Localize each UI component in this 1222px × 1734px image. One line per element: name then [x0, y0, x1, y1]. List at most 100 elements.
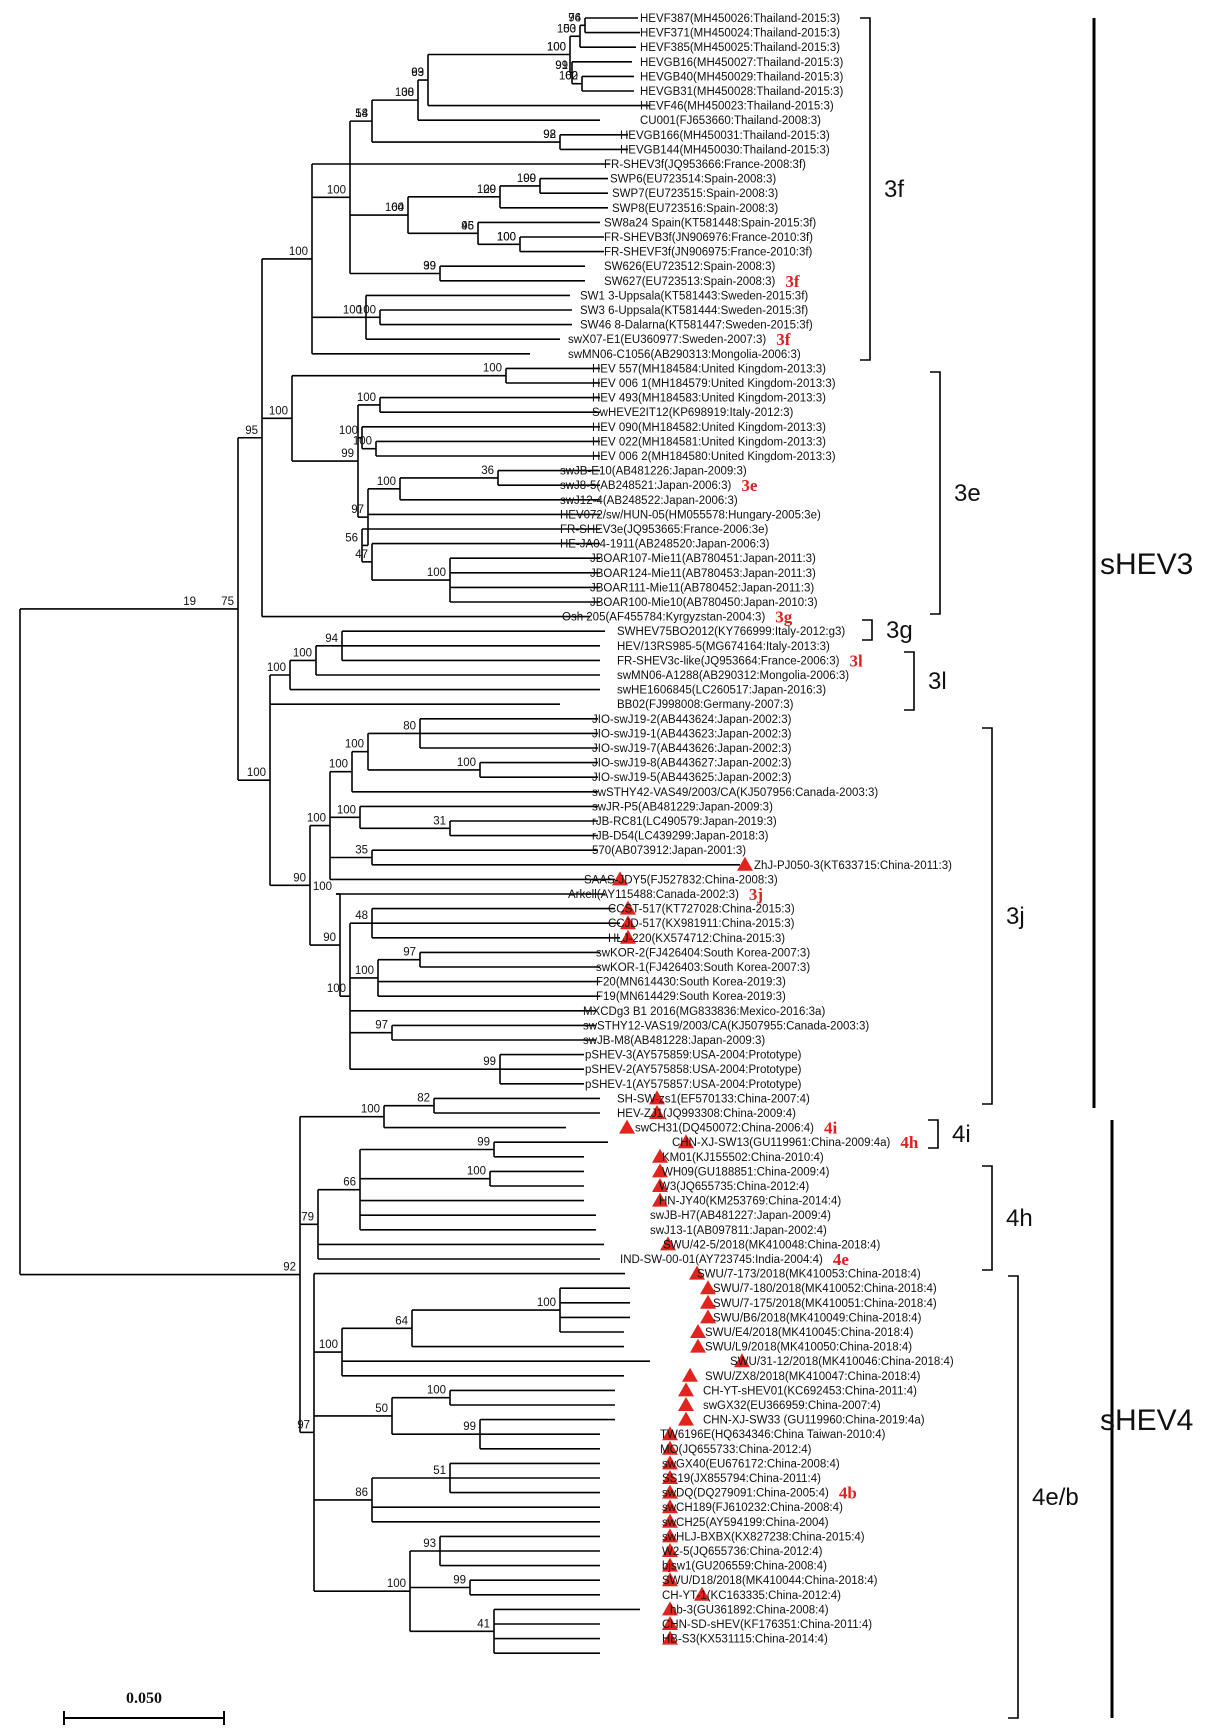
- subtype-tag: 3f: [776, 330, 791, 349]
- tip-label: HEV 006 2(MH184580:United Kingdom-2013:3…: [592, 451, 836, 463]
- bootstrap-value: 100: [357, 304, 376, 316]
- bootstrap-value: 75: [221, 596, 234, 608]
- triangle-marker: [662, 1513, 678, 1528]
- bootstrap-value: 100: [355, 965, 374, 977]
- bootstrap-value: 91: [555, 60, 568, 72]
- bootstrap-value: 74: [568, 12, 581, 24]
- bootstrap-value: 36: [481, 465, 494, 477]
- tip-label: JIO-swJ19-2(AB443624:Japan-2002:3): [592, 714, 792, 726]
- bootstrap-value: 93: [423, 1538, 436, 1550]
- tip-label: HEV-ZJ1(JQ993308:China-2009:4): [617, 1108, 796, 1120]
- bootstrap-value: 95: [245, 425, 258, 437]
- tip-label: pSHEV-2(AY575858:USA-2004:Prototype): [585, 1064, 802, 1076]
- bootstrap-value: 82: [417, 1093, 430, 1105]
- bootstrap-value: 100: [361, 1104, 380, 1116]
- bootstrap-value: 100: [329, 759, 348, 771]
- bootstrap-value: 100: [327, 184, 346, 196]
- triangle-marker: [662, 1528, 678, 1543]
- scale-bar: 0.050: [63, 1690, 225, 1725]
- bootstrap-value: 54: [355, 108, 368, 120]
- subtype-bracket: [928, 1119, 939, 1149]
- bootstrap-value: 39: [423, 261, 436, 273]
- subtype-bracket: [862, 619, 873, 641]
- tip-label: BB02(FJ998008:Germany-2007:3): [617, 699, 794, 711]
- bootstrap-value: 92: [543, 129, 556, 141]
- tip-label: JBOAR124-Mie11(AB780453:Japan-2011:3): [590, 568, 816, 580]
- tip-label: SH-SW-zs1(EF570133:China-2007:4): [617, 1093, 810, 1105]
- bootstrap-values: 9653629910099389818100100100961009910010…: [183, 12, 581, 1630]
- tip-label: FR-SHEV3c-like(JQ953664:France-2006:3): [617, 655, 840, 667]
- triangle-marker: [652, 1192, 668, 1207]
- triangle-marker: [662, 1630, 678, 1645]
- bootstrap-value: 100: [497, 231, 516, 243]
- subtype-tag: 4h: [900, 1133, 919, 1152]
- triangle-marker: [620, 915, 636, 930]
- tip-label: SWU/42-5/2018(MK410048:China-2018:4): [663, 1239, 881, 1251]
- tip-label: HEV/13RS985-5(MG674164:Italy-2013:3): [617, 641, 830, 653]
- bootstrap-value: 50: [375, 1403, 388, 1415]
- bootstrap-value: 100: [557, 23, 576, 35]
- tip-label: FR-SHEV3e(JQ953665:France-2006:3e): [560, 524, 769, 536]
- tip-label: TW6196E(HQ634346:China Taiwan-2010:4): [660, 1429, 886, 1441]
- tip-label: SWP6(EU723514:Spain-2008:3): [610, 174, 776, 186]
- tip-label: JBOAR107-Mie11(AB780451:Japan-2011:3): [590, 553, 816, 565]
- bootstrap-value: 99: [453, 1575, 466, 1587]
- tip-label: CU001(FJ653660:Thailand-2008:3): [640, 115, 821, 127]
- bootstrap-value: 100: [339, 425, 358, 437]
- bootstrap-value: 80: [403, 720, 416, 732]
- bootstrap-value: 94: [325, 633, 338, 645]
- tip-label: pSHEV-3(AY575859:USA-2004:Prototype): [585, 1050, 802, 1062]
- bootstrap-value: 99: [555, 60, 568, 72]
- tip-label: SW3 6-Uppsala(KT581444:Sweden-2015:3f): [580, 305, 808, 317]
- tree-branches: [19, 17, 740, 1654]
- bootstrap-value: 19: [183, 596, 196, 608]
- triangle-marker: [690, 1338, 706, 1353]
- triangle-marker: [652, 1148, 668, 1163]
- tip-label: Arkell(AY115488:Canada-2002:3): [568, 889, 739, 901]
- subtype-tag: 3j: [749, 885, 763, 904]
- bootstrap-value: 99: [477, 1137, 490, 1149]
- tip-label: ZhJ-PJ050-3(KT633715:China-2011:3): [754, 860, 952, 872]
- tip-label: JIO-swJ19-5(AB443625:Japan-2002:3): [592, 772, 792, 784]
- bootstrap-value: 92: [283, 1262, 296, 1274]
- tip-label: HEV 006 1(MH184579:United Kingdom-2013:3…: [592, 378, 836, 390]
- triangle-marker: [734, 1353, 750, 1368]
- tip-label: MO(JQ655733:China-2012:4): [660, 1444, 812, 1456]
- tip-label: SW626(EU723512:Spain-2008:3): [604, 261, 776, 273]
- tip-label: SWP7(EU723515:Spain-2008:3): [612, 188, 778, 200]
- tip-label: FR-SHEV3f(JQ953666:France-2008:3f): [604, 159, 806, 171]
- subtype-bracket: [982, 1165, 993, 1271]
- subtype-tag: 3l: [849, 651, 863, 670]
- tip-label: swMN06-C1056(AB290313:Mongolia-2006:3): [568, 349, 801, 361]
- bootstrap-value: 99: [411, 67, 424, 79]
- tip-label: SW627(EU723513:Spain-2008:3): [604, 276, 776, 288]
- bootstrap-value: 62: [565, 71, 578, 83]
- triangle-marker: [662, 1557, 678, 1572]
- tip-label: CHN-XJ-SW13(GU119961:China-2009:4a): [672, 1137, 891, 1149]
- tip-label: SW8a24 Spain(KT581448:Spain-2015:3f): [604, 217, 816, 229]
- tip-label: bjsw1(GU206559:China-2008:4): [662, 1561, 827, 1573]
- tip-label: swGX40(EU676172:China-2008:4): [662, 1458, 840, 1470]
- triangle-marker: [678, 1134, 694, 1149]
- triangle-marker: [662, 1543, 678, 1557]
- triangle-marker: [662, 1572, 678, 1587]
- tip-label: JBOAR100-Mie10(AB780450:Japan-2010:3): [590, 597, 818, 609]
- tip-label: SW1 3-Uppsala(KT581443:Sweden-2015:3f): [580, 290, 808, 302]
- tip-label: swHE1606845(LC260517:Japan-2016:3): [617, 685, 826, 697]
- bootstrap-value: 56: [345, 532, 358, 544]
- subtype-tag: 3g: [775, 608, 793, 627]
- tip-label: CH-YT-sHEV01(KC692453:China-2011:4): [703, 1385, 917, 1397]
- bootstrap-value: 100: [517, 173, 536, 185]
- subtype-tag: 3f: [785, 272, 800, 291]
- bootstrap-value: 79: [301, 1211, 314, 1223]
- triangle-marker: [649, 1105, 665, 1119]
- tip-label: IND-SW-00-01(AY723745:India-2004:4): [620, 1254, 823, 1266]
- tip-label: hb-3(GU361892:China-2008:4): [670, 1604, 829, 1616]
- subtype-label: 3g: [886, 617, 913, 644]
- triangle-marker: [619, 1119, 635, 1134]
- tip-label: F20(MN614430:South Korea-2019:3): [596, 977, 786, 989]
- bootstrap-value: 99: [523, 173, 536, 185]
- bootstrap-value: 48: [355, 910, 368, 922]
- bootstrap-value: 100: [327, 983, 346, 995]
